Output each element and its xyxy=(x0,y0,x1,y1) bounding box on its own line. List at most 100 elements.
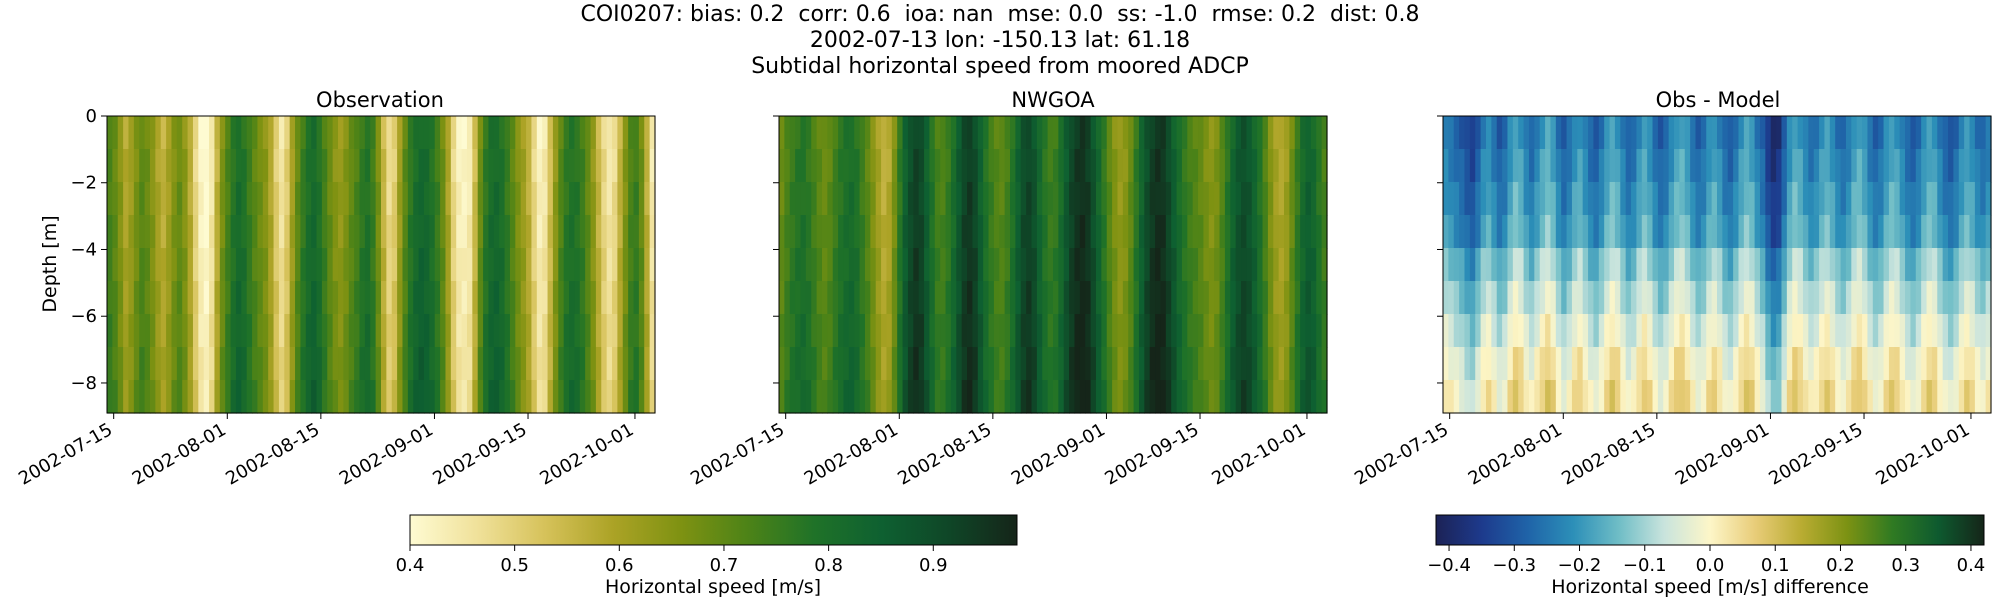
heat-cell xyxy=(241,248,248,282)
heat-cell xyxy=(1878,116,1885,150)
heat-cell xyxy=(214,380,221,414)
heat-cell xyxy=(128,182,135,216)
heat-cell xyxy=(311,347,318,381)
heat-cell xyxy=(1480,314,1487,348)
heat-cell xyxy=(509,314,516,348)
heat-cell xyxy=(1829,149,1836,183)
heat-cell xyxy=(1219,314,1226,348)
heat-cell xyxy=(891,215,898,249)
heat-cell xyxy=(1894,380,1901,414)
heat-cell xyxy=(617,182,624,216)
heat-cell xyxy=(1155,248,1162,282)
heat-cell xyxy=(1300,314,1307,348)
heat-cell xyxy=(1181,347,1188,381)
heat-cell xyxy=(1262,116,1269,150)
heat-cell xyxy=(617,281,624,315)
heat-cell xyxy=(1106,314,1113,348)
heat-cell xyxy=(875,215,882,249)
heat-cell xyxy=(413,347,420,381)
heat-cell xyxy=(1862,281,1869,315)
heat-cell xyxy=(1700,215,1707,249)
heat-cell xyxy=(644,281,651,315)
heat-cell xyxy=(1717,380,1723,414)
heat-cell xyxy=(1042,347,1049,381)
heat-cell xyxy=(612,182,618,216)
heat-cell xyxy=(1674,215,1680,249)
heat-cell xyxy=(488,347,495,381)
heat-cell xyxy=(1609,215,1616,249)
heat-cell xyxy=(166,314,173,348)
heat-cell xyxy=(1905,281,1912,315)
heat-cell xyxy=(1566,248,1573,282)
heat-cell xyxy=(1534,149,1541,183)
heat-cell xyxy=(795,347,802,381)
heat-cell xyxy=(252,248,259,282)
heat-cell xyxy=(1980,380,1987,414)
heat-cell xyxy=(595,182,602,216)
heat-cell xyxy=(633,281,640,315)
heat-cell xyxy=(332,314,339,348)
heat-cell xyxy=(1722,248,1729,282)
heat-cell xyxy=(1128,215,1135,249)
heat-cell xyxy=(144,281,151,315)
heat-cell xyxy=(1305,149,1312,183)
heat-cell xyxy=(1512,314,1519,348)
heat-cell xyxy=(1609,314,1616,348)
heat-cell xyxy=(1797,380,1804,414)
heat-cell xyxy=(1695,281,1702,315)
heat-cell xyxy=(1112,149,1119,183)
heat-cell xyxy=(300,215,307,249)
heat-cell xyxy=(456,116,463,150)
heat-cell xyxy=(1899,116,1906,150)
heat-cell xyxy=(1031,182,1038,216)
heat-cell xyxy=(295,281,302,315)
heat-cell xyxy=(574,215,581,249)
heat-cell xyxy=(1727,314,1734,348)
heat-cell xyxy=(1090,281,1097,315)
heat-cell xyxy=(859,116,866,150)
panel-title-nwgoa: NWGOA xyxy=(1011,88,1095,112)
heat-cell xyxy=(343,149,350,183)
heat-cell xyxy=(622,281,629,315)
heat-cell xyxy=(1781,149,1788,183)
heat-cell xyxy=(1974,182,1981,216)
heat-cell xyxy=(338,116,344,150)
heat-cell xyxy=(1523,182,1530,216)
heat-cell xyxy=(386,215,393,249)
heat-cell xyxy=(1695,116,1702,150)
heat-cell xyxy=(397,380,404,414)
heat-cell xyxy=(1717,314,1723,348)
heat-cell xyxy=(552,116,559,150)
heat-cell xyxy=(1198,380,1205,414)
heat-cell xyxy=(929,248,936,282)
heat-cell xyxy=(1921,215,1928,249)
heat-cell xyxy=(1241,314,1248,348)
heat-cell xyxy=(1305,116,1312,150)
heat-cell xyxy=(1053,347,1059,381)
colorbar-tick-label: 0.8 xyxy=(814,555,843,576)
heat-cell xyxy=(483,215,490,249)
heat-cell xyxy=(1031,248,1038,282)
heat-cell xyxy=(1958,314,1965,348)
heat-cell xyxy=(1921,281,1928,315)
heat-cell xyxy=(1316,149,1323,183)
heat-cell xyxy=(1230,182,1237,216)
x-tick-label: 2002-10-01 xyxy=(536,419,637,489)
heat-cell xyxy=(1257,116,1264,150)
heat-cell xyxy=(547,347,554,381)
heat-cell xyxy=(934,149,941,183)
heat-cell xyxy=(214,182,221,216)
heat-cell xyxy=(617,314,624,348)
colorbar-tick-label: 0.3 xyxy=(1891,555,1920,576)
heat-cell xyxy=(1770,215,1777,249)
heat-cell xyxy=(1905,182,1912,216)
heat-cell xyxy=(1031,347,1038,381)
heat-cell xyxy=(1776,149,1783,183)
heat-cell xyxy=(123,149,130,183)
heat-cell xyxy=(407,281,414,315)
heat-cell xyxy=(1523,347,1530,381)
heat-cell xyxy=(209,116,216,150)
heat-cell xyxy=(967,347,974,381)
heat-cell xyxy=(1942,281,1949,315)
heat-cell xyxy=(1273,314,1280,348)
